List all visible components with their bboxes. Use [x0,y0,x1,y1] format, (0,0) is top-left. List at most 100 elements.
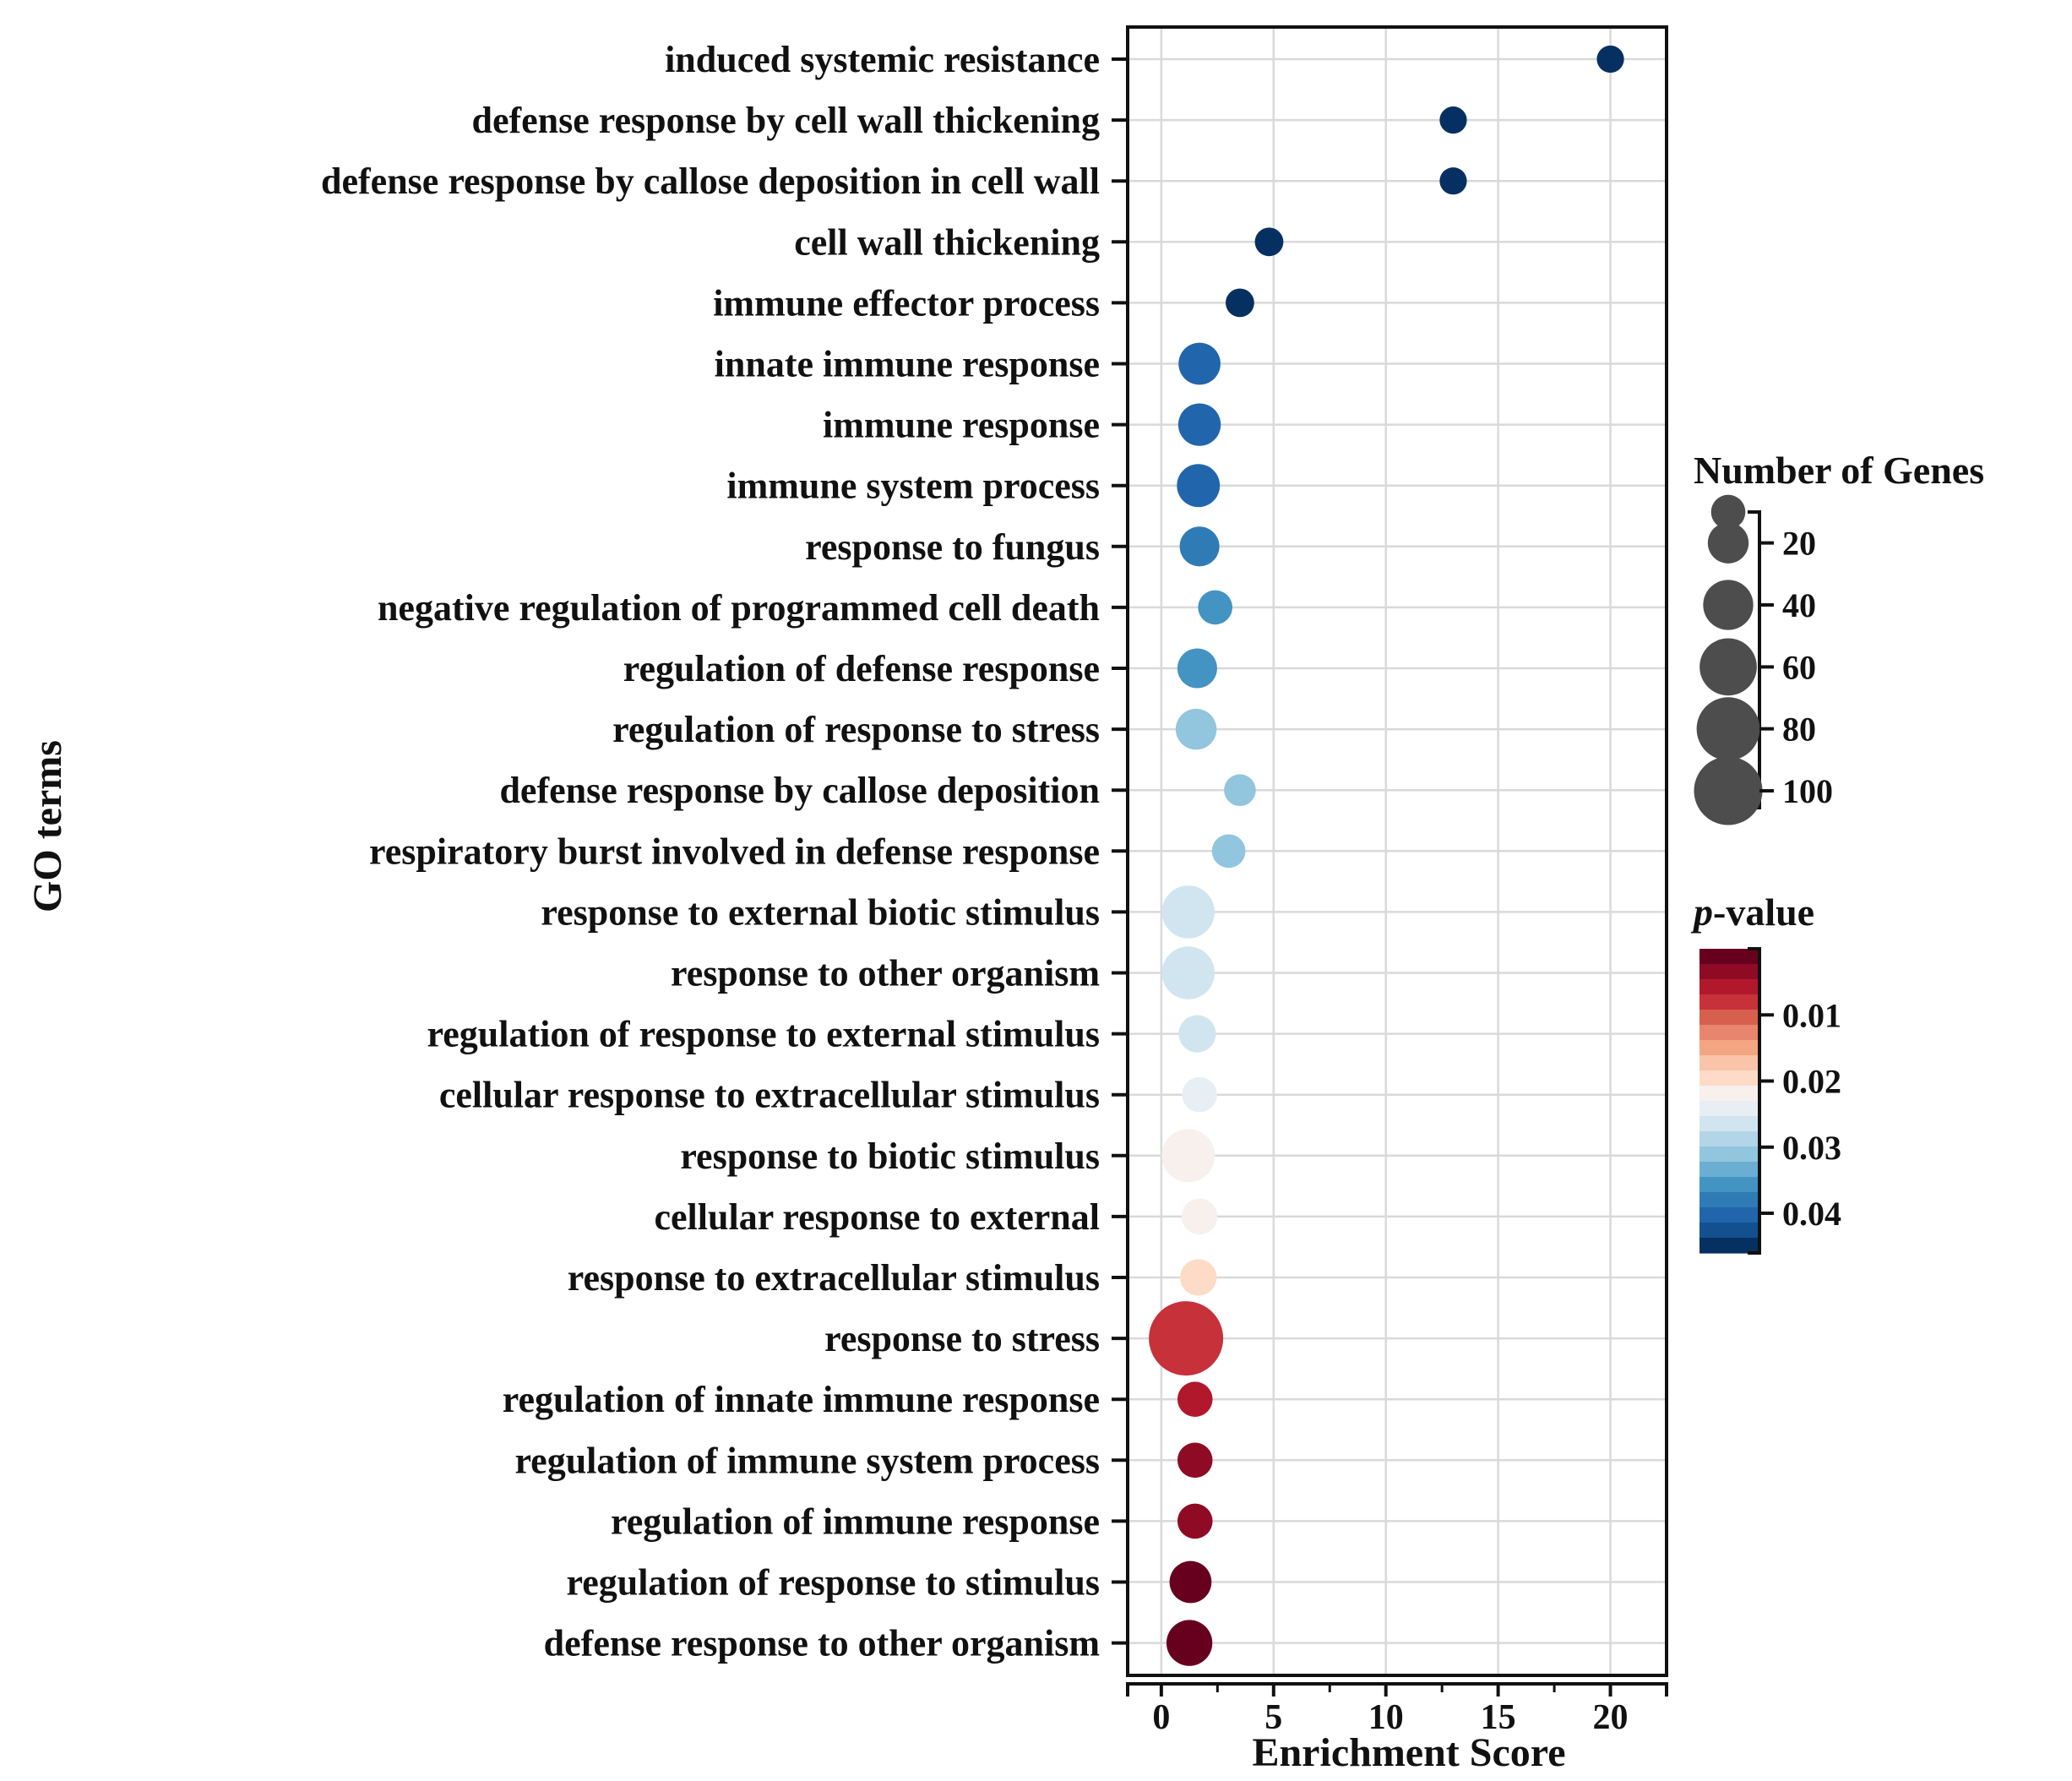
colorbar-tick-label: 0.02 [1782,1063,1841,1101]
y-tick-label: immune response [823,405,1100,446]
data-point [1166,1620,1213,1666]
data-point [1224,774,1256,807]
y-tick-label: defense response by callose deposition [499,770,1100,811]
size-legend-ticks: 20 40 60 80 100 [1759,525,1833,810]
y-tick-label: response to extracellular stimulus [568,1257,1100,1299]
colorbar-segment [1699,1116,1759,1132]
size-legend-bubble [1699,638,1757,696]
y-tick-label: regulation of response to stress [612,709,1100,750]
size-legend-bubble [1710,494,1746,530]
y-tick-label: cellular response to extracellular stimu… [439,1075,1100,1116]
size-legend-tick-label: 20 [1782,525,1816,563]
data-point [1177,1503,1213,1539]
colorbar-segment [1699,979,1759,995]
colorbar-segment [1699,994,1759,1010]
data-point [1596,45,1624,74]
x-tick-label: 10 [1368,1698,1404,1737]
colorbar-segment [1699,1055,1759,1071]
colorbar-segment [1699,1207,1759,1223]
data-point [1198,590,1233,625]
data-point [1177,1442,1213,1479]
size-legend-tick-label: 40 [1782,586,1816,624]
y-tick-label: defense response to other organism [544,1623,1100,1664]
x-tick-label: 5 [1264,1698,1282,1737]
size-legend-tick-label: 100 [1782,772,1833,810]
y-tick-label: cellular response to external [654,1196,1100,1238]
data-point [1178,342,1221,385]
size-legend-tick-label: 80 [1782,711,1816,749]
data-point [1169,1560,1212,1604]
y-tick-label: induced systemic resistance [665,39,1100,80]
y-tick-label: innate immune response [715,344,1100,385]
x-tick-label: 15 [1481,1698,1516,1737]
data-point [1439,106,1467,134]
size-legend: Number of Genes 20 40 60 80 100 [1694,449,1984,825]
data-point [1177,464,1221,508]
size-legend-bubble [1696,697,1760,761]
data-point [1211,834,1246,869]
colorbar-segment [1699,1101,1759,1117]
x-axis: 0 5 10 15 20 [1126,1682,1668,1737]
y-tick-label: defense response by callose deposition i… [321,161,1100,202]
colorbar-segment [1699,1146,1759,1163]
data-point [1179,526,1220,567]
size-legend-bubbles [1694,494,1763,825]
colorbar-tick-label: 0.03 [1782,1129,1841,1167]
color-legend-title: p-value [1690,890,1814,934]
x-tick-label: 20 [1593,1698,1629,1737]
color-legend: p-value 0.01 0.02 0.03 0.04 [1690,890,1841,1255]
y-tick-label: regulation of immune response [611,1501,1100,1542]
size-legend-title: Number of Genes [1694,449,1984,492]
y-tick-label: regulation of response to stimulus [566,1562,1100,1604]
data-point [1180,1259,1217,1296]
y-tick-label: defense response by cell wall thickening [471,100,1100,141]
colorbar-tick-label: 0.04 [1782,1195,1841,1233]
colorbar-segment [1699,964,1759,980]
data-point [1178,1015,1216,1053]
y-tick-label: regulation of response to external stimu… [427,1014,1100,1055]
y-tick-label: cell wall thickening [794,221,1100,263]
color-legend-title-italic: p [1690,890,1713,934]
y-axis-title: GO terms [25,740,70,912]
data-point [1161,885,1215,939]
y-tick-label: regulation of innate immune response [503,1379,1100,1420]
data-point [1175,708,1217,750]
data-point [1177,648,1217,689]
data-point [1161,1129,1215,1183]
colorbar-segment [1699,1162,1759,1178]
colorbar-segment [1699,1177,1759,1193]
colorbar-segment [1699,1192,1759,1208]
y-axis: induced systemic resistance defense respo… [321,27,1129,1675]
colorbar-segment [1699,1223,1759,1239]
data-point [1149,1301,1224,1376]
colorbar-segment [1699,1040,1759,1056]
data-point [1254,227,1284,257]
colorbar-segment [1699,949,1759,965]
y-tick-label: regulation of immune system process [514,1440,1100,1481]
colorbar-segment [1699,1238,1759,1254]
data-points [1149,45,1624,1666]
y-tick-label: response to stress [824,1318,1100,1359]
size-legend-bubble [1703,580,1754,630]
colorbar-segment [1699,1010,1759,1026]
colorbar-segment [1699,1086,1759,1102]
grid-lines [1128,27,1667,1675]
colorbar-segment [1699,1070,1759,1087]
y-tick-label: negative regulation of programmed cell d… [378,587,1100,629]
data-point [1439,167,1467,195]
colorbar-segment [1699,1131,1759,1147]
y-tick-label: response to external biotic stimulus [541,891,1100,933]
size-legend-tick-label: 60 [1782,648,1816,686]
size-legend-bubble [1694,756,1763,825]
y-tick-label: immune effector process [713,282,1100,324]
y-tick-label: response to fungus [805,526,1100,568]
data-point [1161,946,1215,999]
color-legend-title-rest: -value [1713,890,1814,934]
size-legend-bubble [1707,522,1749,564]
y-tick-label: respiratory burst involved in defense re… [369,831,1100,872]
data-point [1226,288,1254,318]
data-point [1181,1198,1218,1235]
data-point [1182,1076,1217,1113]
colorbar-tick-label: 0.01 [1782,996,1841,1034]
data-point [1177,403,1221,446]
